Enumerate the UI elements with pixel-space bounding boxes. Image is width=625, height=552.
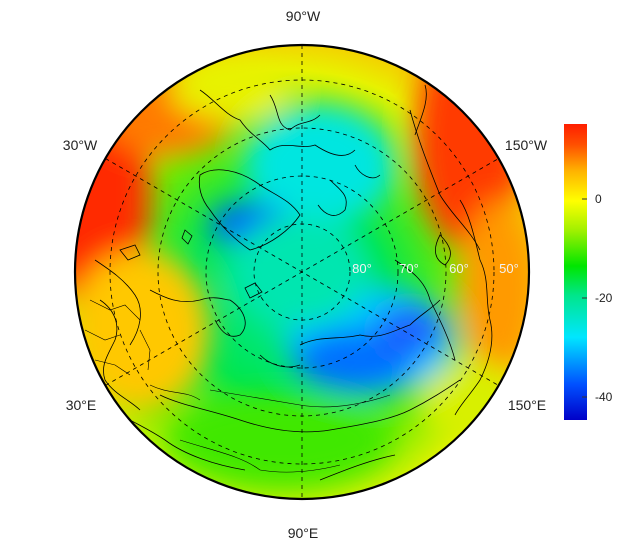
lon-label-150e: 150°E	[508, 397, 546, 413]
country-borders	[84, 299, 391, 473]
lat-label-50: 50°	[499, 261, 519, 276]
map-boundary	[73, 43, 531, 501]
colorbar-gradient	[564, 124, 587, 420]
lon-label-30e: 30°E	[66, 397, 97, 413]
lon-label-90e: 90°E	[288, 525, 319, 541]
lon-label-150w: 150°W	[505, 137, 548, 153]
colorbar-tick-minus20: -20	[595, 291, 613, 305]
lon-label-90w: 90°W	[286, 8, 321, 24]
lat-label-80: 80°	[352, 261, 372, 276]
colorbar: 0 -20 -40	[564, 124, 613, 420]
coastlines	[94, 84, 493, 481]
lon-label-30w: 30°W	[63, 137, 98, 153]
lat-label-60: 60°	[449, 261, 469, 276]
colorbar-tick-0: 0	[595, 192, 602, 206]
lat-label-70: 70°	[399, 261, 419, 276]
graticule	[105, 45, 499, 499]
colorbar-tick-minus40: -40	[595, 390, 613, 404]
